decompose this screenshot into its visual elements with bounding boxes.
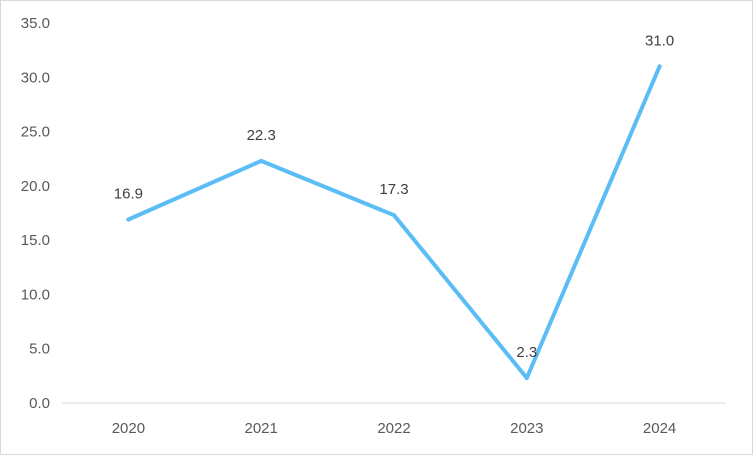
data-point <box>657 64 662 69</box>
x-tick-label: 2021 <box>245 420 278 437</box>
x-tick-label: 2020 <box>112 420 145 437</box>
series-group <box>126 64 662 381</box>
x-tick-label: 2024 <box>643 420 676 437</box>
data-point <box>126 217 131 222</box>
data-label: 22.3 <box>247 127 276 144</box>
y-tick-label: 20.0 <box>21 178 50 195</box>
y-tick-label: 10.0 <box>21 286 50 303</box>
y-tick-label: 25.0 <box>21 124 50 141</box>
y-tick-label: 5.0 <box>29 341 50 358</box>
data-point <box>524 376 529 381</box>
data-labels: 16.9 22.3 17.3 2.3 31.0 <box>114 32 674 361</box>
y-tick-label: 15.0 <box>21 232 50 249</box>
y-tick-label: 0.0 <box>29 395 50 412</box>
x-axis-tick-labels: 2020 2021 2022 2023 2024 <box>112 420 677 437</box>
y-tick-label: 35.0 <box>21 15 50 32</box>
x-tick-label: 2022 <box>377 420 410 437</box>
x-tick-label: 2023 <box>510 420 543 437</box>
series-line <box>126 64 662 380</box>
data-label: 31.0 <box>645 32 674 49</box>
data-label: 16.9 <box>114 186 143 203</box>
data-label: 2.3 <box>516 344 537 361</box>
data-point <box>259 158 264 163</box>
y-tick-label: 30.0 <box>21 69 50 86</box>
y-axis-tick-labels: 0.0 5.0 10.0 15.0 20.0 25.0 30.0 35.0 <box>21 15 50 412</box>
data-label: 17.3 <box>379 181 408 198</box>
data-point <box>392 213 396 218</box>
